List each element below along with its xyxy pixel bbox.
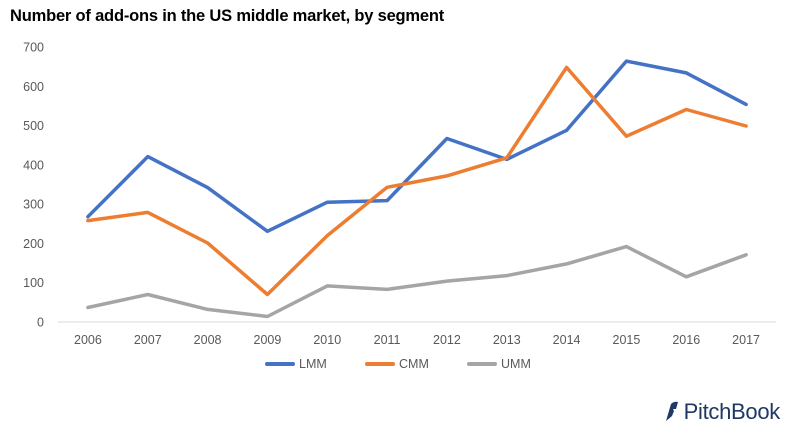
legend-swatch: [467, 362, 497, 366]
x-tick-label: 2008: [194, 333, 222, 347]
legend-item-lmm: LMM: [265, 357, 327, 371]
logo-text: PitchBook: [683, 399, 781, 424]
x-tick-label: 2012: [433, 333, 461, 347]
series-line-cmm: [86, 65, 748, 297]
x-axis: 2006 2007 2008 2009 2010 2011 2012 2013 2014 2015…: [74, 333, 760, 347]
x-tick-label: 2007: [134, 333, 162, 347]
legend-swatch: [365, 362, 395, 366]
legend-item-cmm: CMM: [365, 357, 429, 371]
legend: LMM CMM UMM: [0, 357, 790, 375]
x-tick-label: 2016: [672, 333, 700, 347]
legend-label: CMM: [399, 357, 429, 371]
x-tick-label: 2009: [254, 333, 282, 347]
y-tick-label: 100: [23, 276, 44, 290]
chart-title: Number of add-ons in the US middle marke…: [10, 7, 445, 25]
y-tick-label: 500: [23, 119, 44, 133]
series-line-lmm: [86, 59, 748, 234]
y-tick-label: 300: [23, 198, 44, 212]
x-tick-label: 2006: [74, 333, 102, 347]
y-tick-label: 700: [23, 41, 44, 55]
y-tick-label: 400: [23, 158, 44, 172]
series-line-umm: [86, 244, 748, 319]
legend-item-umm: UMM: [467, 357, 531, 371]
y-tick-label: 0: [37, 316, 44, 330]
x-tick-label: 2015: [613, 333, 641, 347]
legend-label: UMM: [501, 357, 531, 371]
legend-label: LMM: [299, 357, 327, 371]
x-tick-label: 2011: [374, 333, 401, 347]
y-axis: 0 100 200 300 400 500 600 700: [23, 41, 44, 330]
plot-area: [86, 59, 748, 319]
x-tick-label: 2013: [493, 333, 521, 347]
pitchbook-feather-icon: [665, 401, 678, 421]
legend-swatch: [265, 362, 295, 366]
x-tick-label: 2010: [313, 333, 341, 347]
x-tick-label: 2014: [553, 333, 581, 347]
y-tick-label: 600: [23, 80, 44, 94]
y-tick-label: 200: [23, 237, 44, 251]
x-tick-label: 2017: [732, 333, 760, 347]
pitchbook-logo: PitchBook: [664, 399, 780, 425]
